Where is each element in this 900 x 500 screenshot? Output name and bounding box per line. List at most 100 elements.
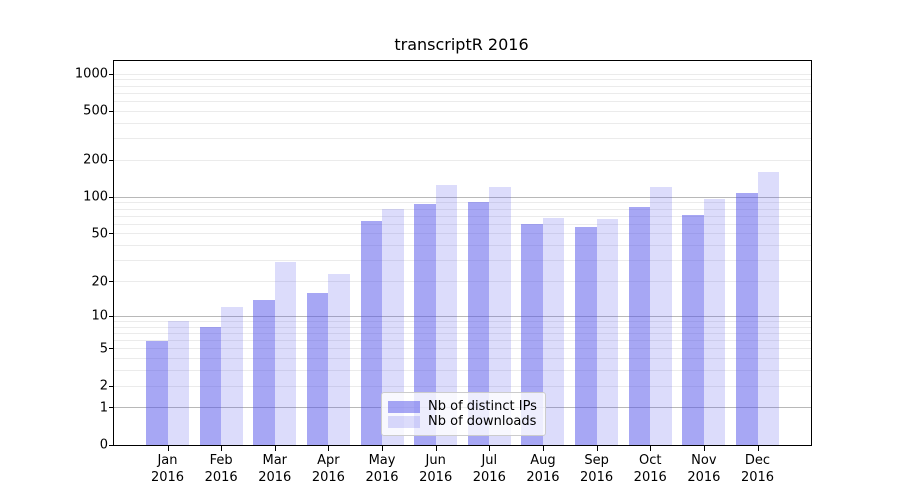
gridline bbox=[114, 233, 811, 235]
x-tick-label: Nov 2016 bbox=[687, 452, 720, 486]
gridline bbox=[114, 215, 811, 217]
y-tick-mark bbox=[109, 348, 114, 350]
y-tick-mark bbox=[109, 159, 114, 161]
x-tick-mark bbox=[167, 446, 169, 451]
x-tick-month: Feb bbox=[209, 453, 233, 468]
x-tick-label: Feb 2016 bbox=[205, 452, 238, 486]
y-tick-label: 20 bbox=[91, 274, 108, 290]
gridline bbox=[114, 202, 811, 204]
x-tick-year: 2016 bbox=[258, 470, 292, 485]
gridline bbox=[114, 196, 811, 198]
bar-ips-nov bbox=[682, 215, 704, 445]
x-tick-year: 2016 bbox=[740, 470, 775, 485]
bar-downloads-may bbox=[382, 209, 404, 445]
x-tick-mark bbox=[435, 446, 437, 451]
y-tick-label: 1000 bbox=[74, 66, 108, 82]
bar-downloads-jun bbox=[435, 184, 458, 445]
bar-downloads-aug bbox=[542, 217, 565, 445]
y-tick-label: 50 bbox=[91, 226, 108, 242]
gridline bbox=[114, 320, 811, 322]
x-tick-year: 2016 bbox=[687, 470, 721, 485]
bar-ips-may bbox=[360, 220, 383, 445]
y-tick-label: 2 bbox=[99, 378, 108, 394]
bar-ips-dec bbox=[736, 193, 758, 445]
gridline bbox=[114, 326, 811, 328]
y-tick-label: 5 bbox=[99, 341, 108, 357]
x-tick-mark bbox=[221, 446, 223, 451]
gridline bbox=[114, 260, 811, 262]
y-tick-mark bbox=[109, 315, 114, 317]
x-tick-label: Jul 2016 bbox=[473, 452, 506, 486]
gridline bbox=[114, 138, 811, 140]
y-tick-label: 200 bbox=[83, 152, 108, 168]
x-tick-year: 2016 bbox=[472, 470, 506, 485]
x-tick-year: 2016 bbox=[526, 470, 560, 485]
bar-downloads-apr bbox=[328, 274, 350, 445]
legend-label-distinct-ips: Nb of distinct IPs bbox=[428, 399, 537, 414]
x-tick-label: Jun 2016 bbox=[419, 452, 452, 486]
y-tick-mark bbox=[109, 281, 114, 283]
gridline bbox=[114, 101, 811, 103]
x-tick-month: Jun bbox=[425, 453, 446, 468]
x-tick-month: Mar bbox=[262, 453, 288, 468]
bar-ips-jun bbox=[414, 204, 436, 445]
gridline bbox=[114, 208, 811, 210]
bar-downloads-nov bbox=[703, 198, 726, 445]
y-tick-mark bbox=[109, 73, 114, 75]
y-tick-mark bbox=[109, 407, 114, 409]
y-tick-mark bbox=[109, 233, 114, 235]
x-tick-year: 2016 bbox=[150, 470, 185, 485]
legend-label-downloads: Nb of downloads bbox=[428, 414, 537, 429]
x-tick-mark bbox=[489, 446, 491, 451]
x-tick-mark bbox=[757, 446, 759, 451]
x-tick-month: Jul bbox=[481, 453, 498, 468]
chart-title: transcriptR 2016 bbox=[394, 35, 529, 54]
x-tick-year: 2016 bbox=[580, 470, 614, 485]
y-tick-label: 100 bbox=[83, 189, 108, 205]
x-tick-label: Mar 2016 bbox=[258, 452, 291, 486]
x-tick-mark bbox=[650, 446, 652, 451]
gridline bbox=[114, 281, 811, 283]
x-tick-month: Aug bbox=[530, 453, 556, 468]
bar-ips-aug bbox=[521, 224, 543, 445]
gridline bbox=[114, 370, 811, 372]
x-tick-month: May bbox=[368, 453, 396, 468]
legend-swatch-downloads bbox=[388, 415, 420, 428]
legend-item-distinct-ips: Nb of distinct IPs bbox=[388, 399, 537, 414]
bar-ips-jul bbox=[467, 201, 490, 445]
x-tick-year: 2016 bbox=[204, 470, 238, 485]
bar-downloads-sep bbox=[596, 218, 619, 445]
bar-downloads-oct bbox=[650, 187, 672, 445]
legend-item-downloads: Nb of downloads bbox=[388, 414, 537, 429]
gridline bbox=[114, 122, 811, 124]
bar-ips-feb bbox=[199, 327, 222, 445]
bar-downloads-dec bbox=[757, 172, 779, 445]
bar-ips-sep bbox=[575, 227, 597, 445]
y-tick-label: 10 bbox=[91, 308, 108, 324]
y-tick-mark bbox=[109, 196, 114, 198]
gridline bbox=[114, 92, 811, 94]
x-tick-mark bbox=[328, 446, 330, 451]
x-tick-month: Dec bbox=[744, 453, 771, 468]
gridline bbox=[114, 85, 811, 87]
x-tick-year: 2016 bbox=[365, 470, 399, 485]
gridline bbox=[114, 340, 811, 342]
bar-ips-jan bbox=[146, 340, 168, 445]
x-tick-year: 2016 bbox=[419, 470, 453, 485]
gridline bbox=[114, 245, 811, 247]
plot-area: 0 1 2 5 10 20 50 100 200 500 1000 Jan 2016 Feb 2016 Mar… bbox=[75, 60, 812, 485]
y-tick-label: 0 bbox=[99, 437, 108, 453]
x-tick-label: Jan 2016 bbox=[151, 452, 184, 486]
x-tick-month: Sep bbox=[584, 453, 609, 468]
bar-downloads-jan bbox=[167, 321, 189, 445]
gridline bbox=[114, 348, 811, 350]
gridline bbox=[114, 332, 811, 334]
x-tick-label: Oct 2016 bbox=[634, 452, 667, 486]
y-tick-label: 1 bbox=[99, 400, 108, 416]
bar-downloads-mar bbox=[274, 262, 297, 445]
gridline bbox=[114, 315, 811, 317]
y-tick-mark bbox=[109, 444, 114, 446]
x-tick-label: Aug 2016 bbox=[526, 452, 559, 486]
x-tick-month: Nov bbox=[691, 453, 717, 468]
